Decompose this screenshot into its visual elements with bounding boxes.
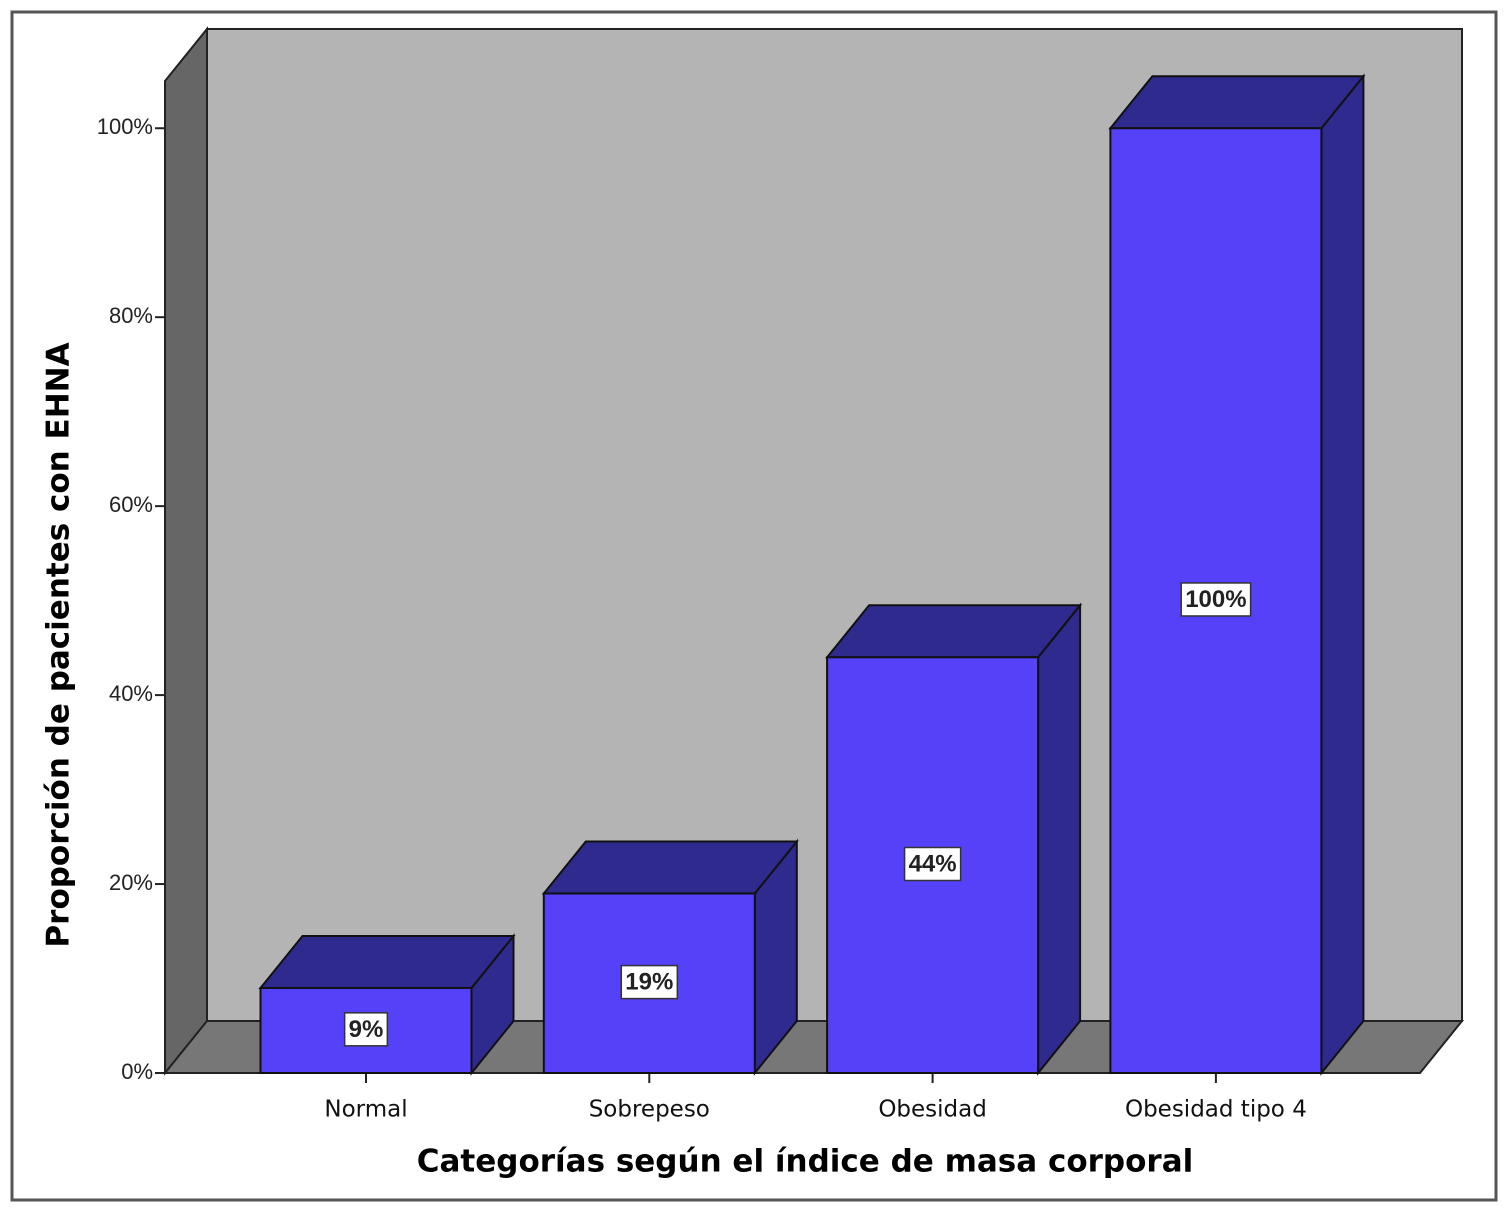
y-tick-label: 20% bbox=[109, 870, 153, 895]
x-tick-label: Obesidad tipo 4 bbox=[1125, 1097, 1307, 1123]
x-tick-label: Sobrepeso bbox=[589, 1097, 710, 1123]
value-label-box bbox=[620, 964, 679, 1000]
bar-top bbox=[258, 934, 516, 989]
value-label-box bbox=[343, 1012, 389, 1047]
bar-top bbox=[825, 604, 1083, 659]
value-label-box bbox=[903, 846, 962, 882]
value-label: 19% bbox=[625, 969, 673, 996]
bar-top bbox=[541, 840, 799, 895]
y-tick-label: 80% bbox=[109, 303, 153, 328]
y-tick-label: 100% bbox=[97, 114, 153, 139]
value-label: 9% bbox=[349, 1016, 384, 1043]
x-axis-title: Categorías según el índice de masa corpo… bbox=[417, 1144, 1194, 1180]
value-label: 100% bbox=[1185, 586, 1246, 613]
y-axis-title: Proporción de pacientes con EHNA bbox=[41, 342, 77, 947]
side-wall bbox=[164, 26, 208, 1076]
x-tick-label: Normal bbox=[324, 1097, 407, 1123]
value-label-box bbox=[1180, 582, 1252, 617]
y-tick-label: 40% bbox=[109, 681, 153, 706]
bar-side bbox=[1320, 73, 1365, 1076]
y-tick-label: 0% bbox=[121, 1059, 153, 1084]
value-label: 44% bbox=[909, 850, 957, 877]
bar bbox=[826, 656, 1040, 1074]
bar-top bbox=[1108, 75, 1366, 130]
y-tick-label: 60% bbox=[109, 492, 153, 517]
bar bbox=[259, 986, 473, 1075]
bar-side bbox=[1037, 602, 1082, 1076]
x-tick-label: Obesidad bbox=[878, 1097, 987, 1123]
